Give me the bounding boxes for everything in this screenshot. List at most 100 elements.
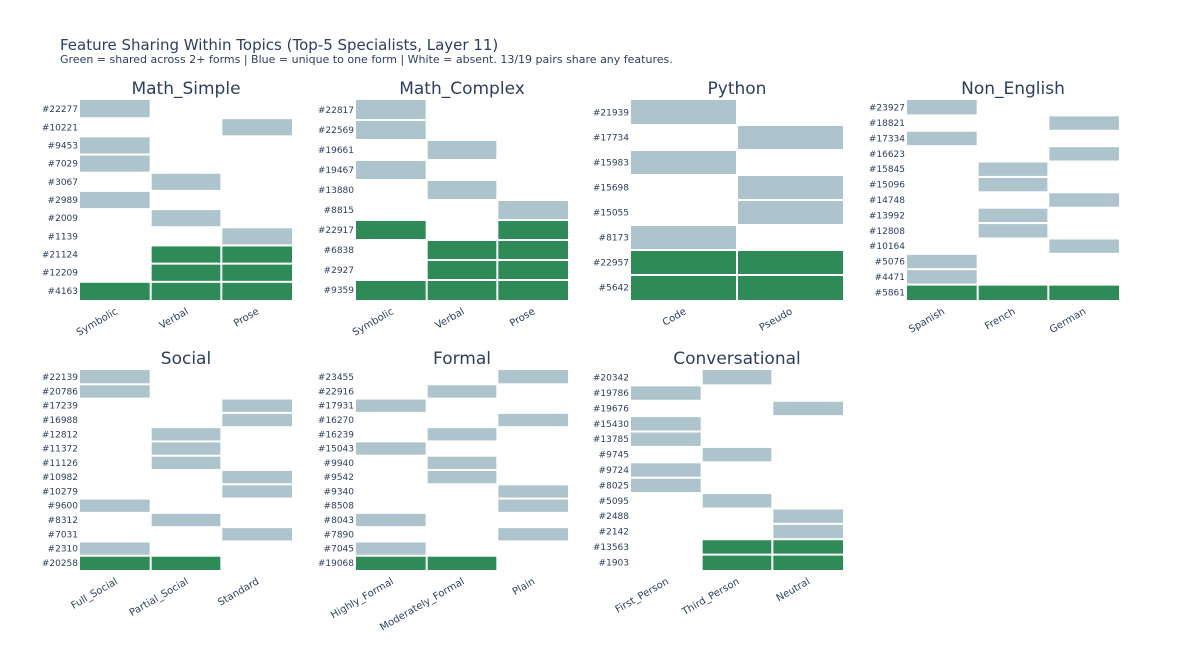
heatmap-cell — [80, 370, 150, 384]
heatmap-cell — [151, 428, 221, 441]
panel-formal: Formal #23455 #22916 #17931 #16270 #16239 #150… — [318, 349, 568, 633]
heatmap-cell — [356, 556, 426, 570]
heatmap-cell — [978, 162, 1048, 176]
y-tick-label: #16623 — [869, 150, 905, 160]
y-tick-label: #13785 — [593, 435, 629, 445]
heatmap-cell — [80, 385, 150, 398]
heatmap-cell — [427, 181, 497, 199]
heatmap-cell — [498, 201, 568, 219]
heatmap-cell — [498, 221, 568, 239]
y-tick-label: #7890 — [324, 530, 355, 540]
y-tick-label: #21939 — [593, 109, 629, 119]
heatmap-cell — [498, 261, 568, 279]
heatmap-cell — [151, 264, 221, 281]
heatmap-cell — [356, 513, 426, 527]
x-tick-label: Plain — [511, 576, 537, 598]
heatmap-cell — [427, 556, 497, 570]
y-tick-label: #8508 — [324, 502, 355, 512]
y-tick-label: #9453 — [48, 141, 78, 151]
y-tick-label: #5076 — [875, 258, 906, 268]
heatmap-cell — [80, 155, 150, 172]
heatmap-cell — [80, 191, 150, 209]
heatmap-cell — [151, 556, 221, 570]
heatmap-cell — [907, 254, 977, 269]
heatmap-cell — [427, 385, 497, 398]
y-tick-label: #1139 — [48, 232, 79, 242]
heatmap-cell — [1049, 147, 1119, 161]
y-tick-label: #7045 — [324, 545, 354, 555]
heatmap-cell — [631, 417, 701, 431]
heatmap-cell — [222, 282, 292, 300]
heatmap-cell — [498, 528, 568, 541]
y-tick-label: #10221 — [42, 123, 78, 133]
heatmap-cell — [222, 246, 292, 263]
y-tick-label: #23927 — [869, 104, 905, 114]
heatmap-cell — [356, 281, 426, 300]
panel-math-complex: Math_Complex #22817 #22569 #19661 #19467 #138… — [318, 79, 568, 339]
heatmap-cell — [80, 100, 150, 118]
y-tick-label: #12812 — [42, 430, 78, 440]
y-tick-label: #19661 — [318, 146, 354, 156]
panel-non-english: Non_English #23927 #18821 #17334 #16623 #1584… — [869, 79, 1119, 336]
x-tick-label: Highly_Formal — [329, 576, 396, 621]
heatmap-cell — [222, 119, 292, 136]
heatmap-cell — [151, 282, 221, 300]
y-tick-label: #12209 — [42, 269, 78, 279]
heatmap-cell — [151, 173, 221, 190]
y-tick-label: #22957 — [593, 259, 629, 269]
y-tick-label: #16988 — [42, 416, 78, 426]
y-tick-label: #17334 — [869, 134, 905, 144]
y-tick-label: #15845 — [869, 165, 905, 175]
heatmap-cell — [702, 555, 772, 570]
y-tick-label: #9940 — [324, 459, 355, 469]
heatmap-cell — [631, 100, 736, 124]
heatmap-cell — [427, 141, 497, 159]
heatmap-cell — [1049, 285, 1119, 300]
heatmap-cell — [1049, 116, 1119, 130]
y-tick-label: #9745 — [599, 451, 629, 461]
y-tick-label: #11126 — [42, 459, 78, 469]
heatmap-cell — [773, 509, 843, 523]
y-tick-label: #3067 — [48, 178, 78, 188]
y-tick-label: #20786 — [42, 387, 78, 397]
heatmap-cell — [738, 176, 843, 199]
heatmap-cell — [631, 432, 701, 446]
heatmap-cell — [427, 281, 497, 300]
y-tick-label: #17239 — [42, 402, 78, 412]
y-tick-label: #22817 — [318, 106, 354, 116]
heatmap-cell — [738, 276, 843, 300]
y-tick-label: #12808 — [869, 227, 905, 237]
heatmap-cell — [498, 241, 568, 259]
heatmap-cell — [631, 478, 701, 493]
y-tick-label: #10279 — [42, 487, 78, 497]
heatmap-cell — [631, 151, 736, 174]
y-tick-label: #22917 — [318, 226, 354, 236]
heatmap-cell — [80, 137, 150, 154]
y-tick-label: #6838 — [324, 246, 355, 256]
x-tick-label: German — [1048, 306, 1088, 336]
x-tick-label: Neutral — [775, 576, 812, 604]
y-tick-label: #17734 — [593, 134, 629, 144]
heatmap-cell — [151, 442, 221, 455]
y-tick-label: #22277 — [42, 105, 78, 115]
heatmap-cell — [738, 251, 843, 274]
heatmap-cell — [631, 251, 736, 274]
heatmap-cell — [222, 485, 292, 498]
panel-title: Math_Complex — [399, 79, 525, 99]
y-tick-label: #2927 — [324, 266, 354, 276]
heatmap-cell — [907, 100, 977, 115]
heatmap-cell — [978, 224, 1048, 238]
y-tick-label: #20342 — [593, 374, 629, 384]
heatmap-cell — [151, 513, 221, 527]
heatmap-cell — [222, 413, 292, 427]
heatmap-cell — [907, 285, 977, 300]
y-tick-label: #4163 — [48, 287, 78, 297]
y-tick-label: #8312 — [48, 516, 78, 526]
y-tick-label: #22569 — [318, 126, 354, 136]
panel-python: Python #21939 #17734 #15983 #15698 #15055 #817… — [593, 79, 843, 334]
y-tick-label: #11372 — [42, 445, 78, 455]
heatmap-cell — [427, 428, 497, 441]
heatmap-cell — [738, 126, 843, 149]
y-tick-label: #2989 — [48, 196, 79, 206]
